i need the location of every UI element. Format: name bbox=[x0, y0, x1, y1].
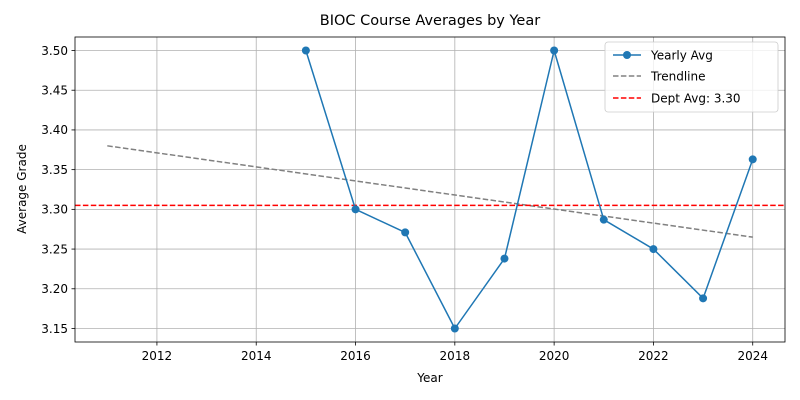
grid bbox=[75, 37, 785, 342]
x-tick-label: 2012 bbox=[142, 349, 173, 363]
y-tick-label: 3.20 bbox=[41, 282, 68, 296]
plot-frame bbox=[74, 36, 786, 343]
x-tick-label: 2024 bbox=[737, 349, 768, 363]
yearly-avg-point bbox=[401, 228, 410, 237]
yearly-avg-point bbox=[550, 46, 559, 55]
legend-label-dept-avg: Dept Avg: 3.30 bbox=[651, 91, 741, 105]
legend-box bbox=[604, 41, 779, 113]
legend: Yearly Avg Trendline Dept Avg: 3.30 bbox=[604, 41, 779, 113]
chart-title: BIOC Course Averages by Year bbox=[320, 13, 540, 29]
yearly-avg-point bbox=[500, 254, 509, 263]
y-tick-label: 3.15 bbox=[41, 322, 68, 336]
x-axis: 2012 2014 2016 2018 2020 2022 2024 bbox=[142, 342, 768, 363]
trendline bbox=[107, 145, 753, 238]
yearly-avg-point bbox=[699, 294, 708, 303]
plot-series bbox=[75, 46, 785, 333]
y-axis: 3.15 3.20 3.25 3.30 3.35 3.40 3.45 3.50 bbox=[41, 44, 75, 336]
yearly-avg-point bbox=[351, 205, 360, 214]
y-tick-label: 3.45 bbox=[41, 84, 68, 98]
legend-label-yearly-avg: Yearly Avg bbox=[650, 48, 713, 62]
y-axis-title: Average Grade bbox=[15, 144, 29, 234]
yearly-avg-point bbox=[748, 155, 757, 164]
yearly-avg-point bbox=[599, 215, 608, 224]
x-axis-title: Year bbox=[416, 371, 442, 385]
yearly-avg-point bbox=[301, 46, 310, 55]
legend-marker-yearly-avg bbox=[623, 51, 631, 59]
y-tick-label: 3.50 bbox=[41, 44, 68, 58]
y-tick-label: 3.35 bbox=[41, 163, 68, 177]
yearly-avg-line bbox=[305, 49, 754, 330]
y-tick-label: 3.30 bbox=[41, 203, 68, 217]
x-tick-label: 2014 bbox=[241, 349, 272, 363]
yearly-avg-point bbox=[450, 324, 459, 333]
x-tick-label: 2016 bbox=[340, 349, 371, 363]
x-tick-label: 2020 bbox=[539, 349, 570, 363]
x-tick-label: 2022 bbox=[638, 349, 669, 363]
y-tick-label: 3.25 bbox=[41, 242, 68, 256]
x-tick-label: 2018 bbox=[440, 349, 471, 363]
y-tick-label: 3.40 bbox=[41, 123, 68, 137]
yearly-avg-point bbox=[649, 245, 658, 254]
legend-label-trendline: Trendline bbox=[650, 69, 706, 83]
